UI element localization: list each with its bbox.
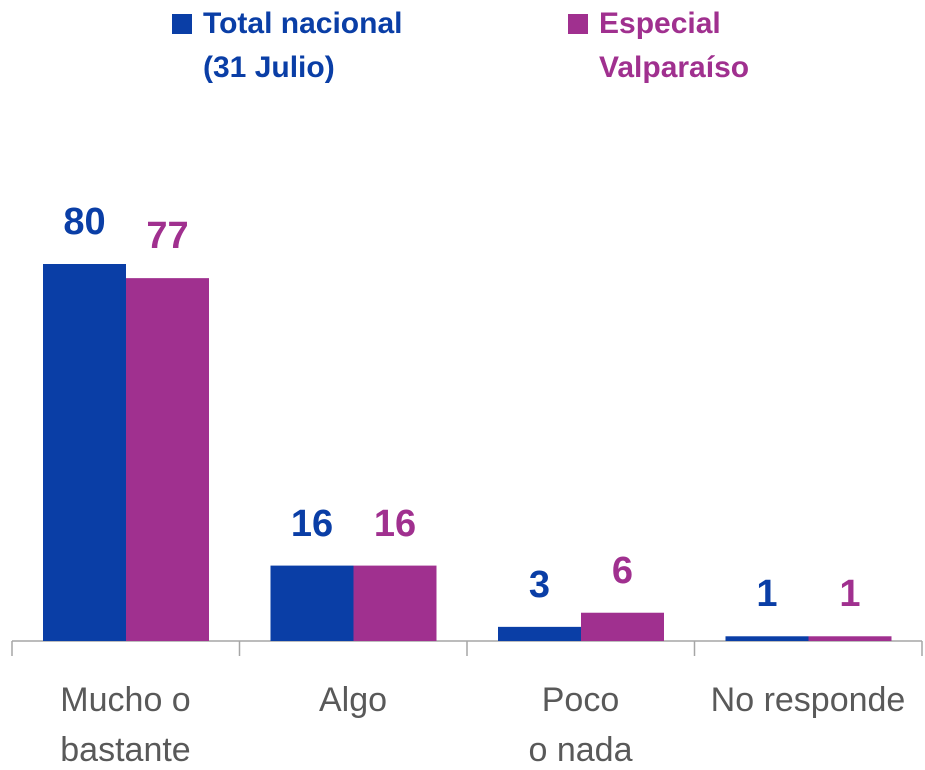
legend-swatch [172,14,192,34]
bar [581,612,664,641]
bar [43,264,126,641]
legend-label: Total nacional (31 Julio) [203,7,403,84]
data-label: 1 [756,573,778,616]
data-label: 6 [611,549,634,592]
data-label: 16 [290,502,334,545]
bar [725,636,809,641]
bar [808,636,892,641]
data-label: 3 [528,563,551,606]
bar [498,626,581,641]
x-tick-label: Poco o nada [528,681,633,769]
x-tick-label: Algo [318,681,388,719]
bar [270,565,354,641]
data-label: 80 [63,201,106,243]
legend-swatch [568,14,588,34]
bar [353,565,437,641]
x-tick-label: No responde [710,681,906,719]
data-label: 1 [839,573,861,616]
bar [126,278,209,641]
legend-label: Especial Valparaíso [599,7,750,84]
data-label: 16 [373,502,417,545]
x-tick-label: Mucho o bastante [60,681,191,769]
data-label: 77 [146,215,189,258]
